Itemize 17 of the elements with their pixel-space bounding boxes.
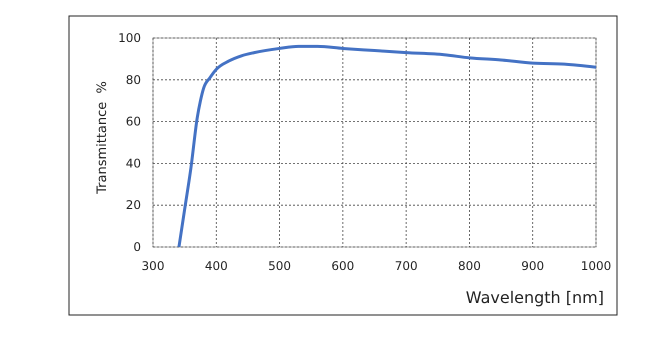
x-tick-label: 600 xyxy=(331,259,354,273)
line-series xyxy=(177,44,598,248)
x-tick-label: 900 xyxy=(521,259,544,273)
x-tick-label: 800 xyxy=(458,259,481,273)
x-tick-label: 400 xyxy=(204,259,228,273)
y-axis-title: Transmittance % xyxy=(95,81,110,195)
x-tick-label: 300 xyxy=(142,259,164,273)
y-tick-label: 100 xyxy=(118,31,141,45)
y-tick-label: 80 xyxy=(126,72,141,87)
y-tick-label: 0 xyxy=(133,240,141,254)
y-tick-label: 60 xyxy=(126,114,141,129)
y-tick-label: 40 xyxy=(126,156,141,170)
x-tick-label: 1000 xyxy=(580,259,612,273)
x-tick-label: 700 xyxy=(394,259,418,273)
y-tick-label: 20 xyxy=(126,198,141,212)
x-tick-label: 500 xyxy=(268,259,292,273)
x-axis-title: Wavelength [nm] xyxy=(466,288,604,307)
